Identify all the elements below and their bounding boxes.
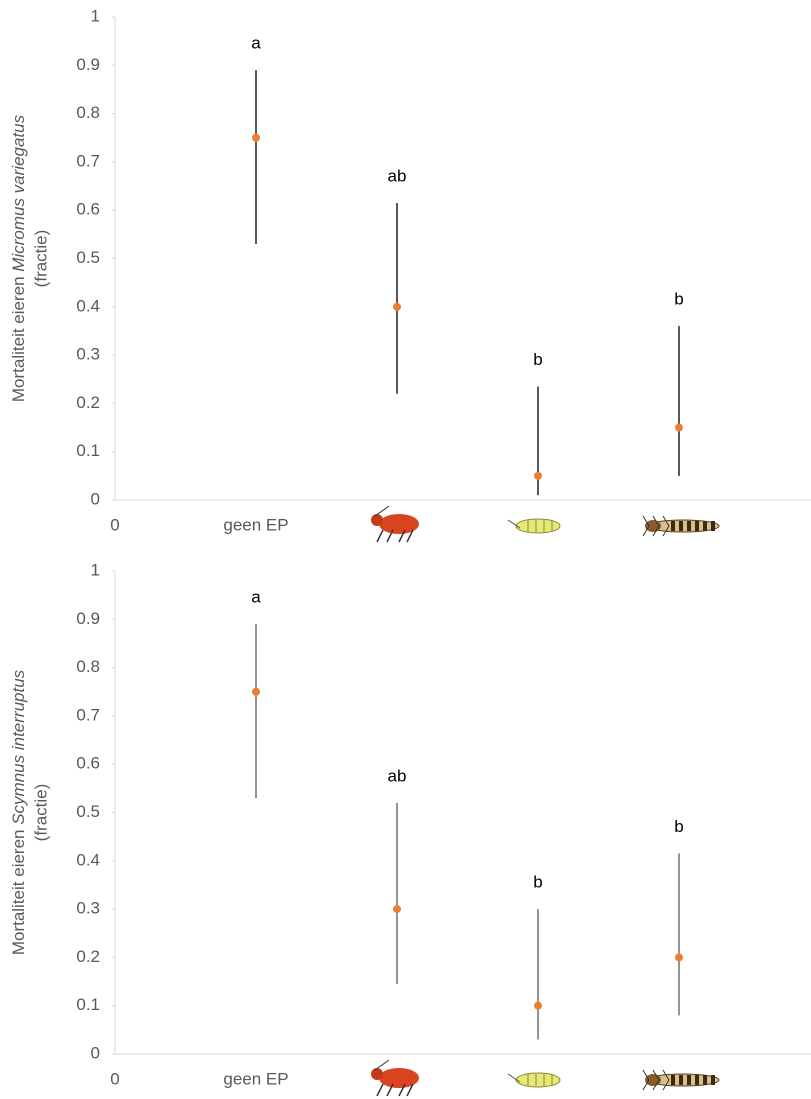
data-point <box>675 953 683 962</box>
y-tick-label: 0.2 <box>76 393 100 412</box>
y-tick-label: 0.5 <box>76 802 100 821</box>
significance-letter: ab <box>388 766 407 785</box>
icon-leg <box>652 1079 660 1091</box>
significance-letter: ab <box>388 166 407 185</box>
insect-icon <box>371 505 419 543</box>
icon-leg <box>376 529 384 543</box>
icon-band <box>687 521 691 531</box>
icon-band <box>687 1075 691 1085</box>
y-tick-label: 0.5 <box>76 248 100 267</box>
y-axis-unit: (fractie) <box>31 784 50 842</box>
icon-leg <box>406 1083 414 1097</box>
icon-leg <box>642 525 650 537</box>
insect-icon <box>371 1059 419 1097</box>
insect-icon <box>642 1069 720 1091</box>
icon-leg <box>662 1079 670 1091</box>
x-tick-label: geen EP <box>223 1069 288 1088</box>
y-tick-label: 0.9 <box>76 55 100 74</box>
data-point <box>675 423 683 432</box>
y-tick-label: 0.4 <box>76 850 100 869</box>
significance-letter: b <box>674 817 683 836</box>
icon-band <box>679 1075 683 1085</box>
icon-band <box>695 521 699 531</box>
y-tick-label: 0.8 <box>76 103 100 122</box>
icon-band <box>695 1075 699 1085</box>
icon-antenna <box>374 505 390 517</box>
y-label-species: Micromus variegatus <box>9 114 28 271</box>
icon-band <box>671 1075 675 1085</box>
icon-leg <box>662 525 670 537</box>
y-label-text: Mortaliteit eieren <box>9 272 28 402</box>
icon-band <box>703 1075 707 1085</box>
y-tick-label: 0.3 <box>76 345 100 364</box>
y-tick-label: 0.3 <box>76 899 100 918</box>
icon-body <box>379 1068 419 1088</box>
insect-icon <box>507 518 561 534</box>
y-tick-label: 0.6 <box>76 200 100 219</box>
significance-letter: a <box>251 588 261 607</box>
icon-antenna <box>374 1059 390 1071</box>
icon-leg <box>398 1083 406 1097</box>
y-tick-label: 0.7 <box>76 151 100 170</box>
y-tick-label: 0.1 <box>76 995 100 1014</box>
icon-leg <box>642 1079 650 1091</box>
icon-leg <box>376 1083 384 1097</box>
y-tick-label: 0.6 <box>76 754 100 773</box>
y-tick-label: 0.7 <box>76 705 100 724</box>
y-label-species: Scymnus interruptus <box>9 669 28 824</box>
x-tick-label: 0 <box>110 1069 119 1088</box>
significance-letter: b <box>533 350 542 369</box>
y-tick-label: 0.4 <box>76 296 100 315</box>
data-point <box>534 1001 542 1010</box>
y-tick-label: 0.8 <box>76 657 100 676</box>
icon-head <box>371 514 383 526</box>
icon-leg <box>652 1069 660 1081</box>
y-label-text: Mortaliteit eieren <box>9 825 28 955</box>
data-point <box>393 302 401 311</box>
icon-leg <box>507 1073 521 1083</box>
y-axis-unit: (fractie) <box>31 230 50 288</box>
y-axis-label: Mortaliteit eieren Micromus variegatus <box>9 114 28 402</box>
y-tick-label: 0.9 <box>76 609 100 628</box>
icon-leg <box>642 515 650 527</box>
significance-letter: b <box>674 290 683 309</box>
x-tick-label: 0 <box>110 515 119 534</box>
y-tick-label: 0.2 <box>76 947 100 966</box>
icon-band <box>703 521 707 531</box>
icon-leg <box>386 529 394 543</box>
icon-band <box>711 1075 715 1085</box>
y-tick-label: 0.1 <box>76 441 100 460</box>
y-tick-label: 0 <box>91 489 100 508</box>
data-point <box>393 905 401 914</box>
y-axis-label: Mortaliteit eieren Scymnus interruptus <box>9 669 28 955</box>
icon-leg <box>507 519 521 529</box>
y-tick-label: 1 <box>91 6 100 25</box>
icon-body <box>379 514 419 534</box>
data-point <box>252 687 260 696</box>
data-point <box>534 471 542 480</box>
y-tick-label: 0 <box>91 1043 100 1062</box>
icon-leg <box>652 525 660 537</box>
icon-leg <box>652 515 660 527</box>
icon-leg <box>398 529 406 543</box>
icon-band <box>711 521 715 531</box>
icon-leg <box>642 1069 650 1081</box>
significance-letter: b <box>533 873 542 892</box>
icon-leg <box>386 1083 394 1097</box>
insect-icon <box>642 515 720 537</box>
significance-letter: a <box>251 34 261 53</box>
icon-leg <box>662 1069 670 1081</box>
icon-leg <box>406 529 414 543</box>
icon-band <box>671 521 675 531</box>
icon-band <box>679 521 683 531</box>
y-tick-label: 1 <box>91 560 100 579</box>
icon-leg <box>662 515 670 527</box>
icon-head <box>371 1068 383 1080</box>
insect-icon <box>507 1072 561 1088</box>
icon-body <box>515 518 561 534</box>
x-tick-label: geen EP <box>223 515 288 534</box>
data-point <box>252 133 260 142</box>
icon-body <box>515 1072 561 1088</box>
